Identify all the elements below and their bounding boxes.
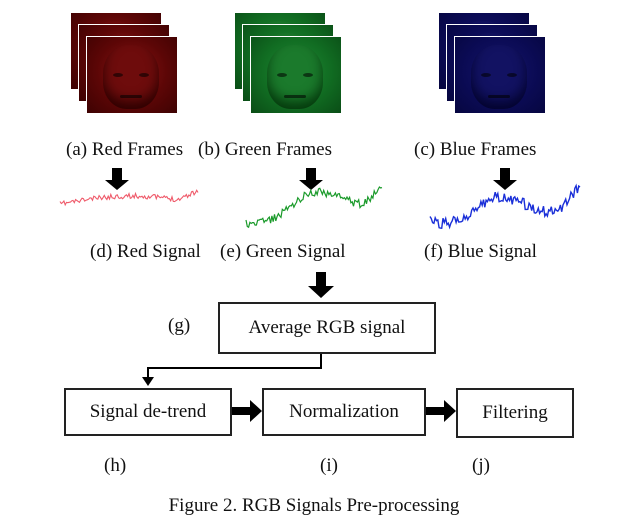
blue-frames-label: (c) Blue Frames [414, 139, 537, 160]
green-frame-3 [250, 36, 342, 114]
average-rgb-signal-box: Average RGB signal [218, 302, 436, 354]
right-arrow-icon [426, 400, 456, 422]
green-frames-label: (b) Green Frames [198, 139, 333, 160]
red-frame-3 [86, 36, 178, 114]
green-signal-line [245, 186, 383, 229]
blue-signal-label: (f) Blue Signal [424, 241, 537, 262]
signal-detrend-label: Signal de-trend [89, 401, 207, 422]
connector-line [147, 354, 322, 378]
step-tag-j: (j) [472, 455, 490, 476]
signal-detrend-box: Signal de-trend [64, 388, 232, 436]
face-icon [103, 45, 159, 109]
blue-frame-3 [454, 36, 546, 114]
normalization-box: Normalization [262, 388, 426, 436]
down-arrow-icon [493, 168, 517, 190]
down-arrow-icon [299, 168, 323, 190]
figure-caption: Figure 2. RGB Signals Pre-processing [168, 495, 460, 516]
filtering-box: Filtering [456, 388, 574, 438]
face-icon [471, 45, 527, 109]
down-arrow-icon [105, 168, 129, 190]
red-signal-line [59, 189, 199, 207]
blue-signal-line [429, 183, 581, 230]
filtering-label: Filtering [482, 402, 548, 423]
average-rgb-signal-label: Average RGB signal [248, 317, 406, 338]
step-tag-i: (i) [320, 455, 338, 476]
red-signal-label: (d) Red Signal [90, 241, 201, 262]
down-arrow-icon [142, 377, 154, 386]
step-tag-h: (h) [104, 455, 127, 476]
green-signal-label: (e) Green Signal [220, 241, 346, 262]
normalization-label: Normalization [289, 401, 399, 422]
right-arrow-icon [232, 400, 262, 422]
down-arrow-icon [308, 272, 334, 298]
step-tag-g: (g) [168, 315, 191, 336]
face-icon [267, 45, 323, 109]
red-frames-label: (a) Red Frames [66, 139, 184, 160]
